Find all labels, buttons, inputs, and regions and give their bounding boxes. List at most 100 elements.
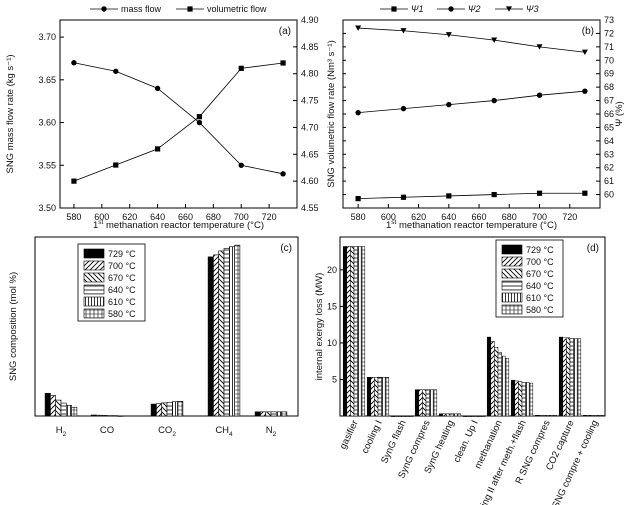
legend-swatch [501,292,523,303]
plot-frame [59,19,298,209]
x-tick-label: 700 [234,212,249,222]
bar [470,415,475,417]
bar [177,400,184,417]
bar [207,256,214,417]
data-point [355,25,362,31]
plot-frame [342,19,601,209]
bar [398,415,403,417]
data-point [71,60,77,66]
data-point [582,88,588,94]
data-point [154,146,161,152]
bar [150,403,157,417]
data-point [196,114,203,120]
bar [353,246,358,417]
bar [117,415,124,417]
y-tick-label: 70 [604,55,614,65]
legend-label: mass flow [121,4,162,14]
y-tick-label: 63 [604,149,614,159]
bar [270,411,277,417]
bar [582,415,588,417]
y-tick-label: 10 [327,338,337,348]
y-tick-label: 61 [604,176,614,186]
y-tick-label: 15 [327,301,337,311]
bar [360,246,366,417]
bar [501,355,506,417]
legend-label: 670 °C [108,273,136,283]
bar [549,415,554,417]
bar [497,352,502,417]
bar [576,338,582,417]
bar [390,415,396,417]
y-left-tick-label: 3.50 [38,203,56,213]
y-tick-label: 66 [604,109,614,119]
data-point [400,194,407,200]
legend-swatch [83,248,105,259]
data-point [445,32,452,38]
bar [473,415,478,417]
data-point [238,65,244,71]
data-point [355,196,361,202]
bar [562,337,567,417]
category-label: CO2 [158,425,176,438]
bar [156,403,162,417]
data-point [71,178,77,184]
data-point [581,49,588,56]
bar [494,347,499,417]
bar [106,415,113,417]
panel-b: 580 600 620 640 660 680 700 720 60 61 62 63 64 65 66 67… [342,4,625,231]
legend-label: 729 °C [108,249,136,259]
bar [260,411,266,417]
legend-label: volumetric flow [207,4,267,14]
data-point [582,190,588,196]
bar [66,404,72,417]
legend-label: 640 °C [526,281,554,291]
data-point [400,105,407,112]
panel-label: (a) [279,26,291,37]
y-right-tick-label: 4.55 [301,203,319,213]
bar [466,415,471,417]
data-point [154,85,161,92]
y-left-tick-label: 3.70 [38,32,56,42]
bar [518,381,523,417]
bar [442,413,447,417]
legend-label: Ψ1 [411,4,423,14]
legend-label: 700 °C [526,257,554,267]
y-axis-label: internal exergy loss (MW) [314,273,325,381]
bar [453,413,458,417]
data-point [280,60,286,66]
bar [60,402,67,417]
bar [234,244,241,417]
legend-marker [448,6,454,12]
bar [514,380,519,417]
bar [538,415,543,417]
x-tick-label: 700 [532,212,547,222]
y-right-tick-label: 4.60 [301,176,319,186]
y-left-tick-label: 3.60 [38,118,56,128]
bar [265,411,272,417]
bar [486,336,492,417]
legend-label: 580 °C [108,309,136,319]
category-label: CO [100,425,114,436]
y-axis-label-left: SNG mass flow rate (kg s⁻¹) [5,54,16,173]
y-tick-label: 62 [604,163,614,173]
data-point [491,191,497,198]
panel-label: (c) [280,243,292,254]
x-tick-label: 640 [150,212,165,222]
x-axis-label: 1st methanation reactor temperature (°C) [93,219,264,231]
bar [90,414,97,417]
x-tick-label: 660 [472,212,487,222]
bar [462,415,468,417]
bar [429,389,434,417]
x-tick-label: 580 [66,212,81,222]
data-point [238,162,244,168]
legend-label: 700 °C [108,261,136,271]
bar [438,413,444,417]
series-line-mass-flow [73,62,284,175]
bar [593,415,598,417]
bar [510,379,516,417]
bar [254,411,261,417]
series-line-psi-2 [358,90,585,114]
bar [394,415,399,417]
data-point [196,119,203,126]
bar [569,338,574,417]
